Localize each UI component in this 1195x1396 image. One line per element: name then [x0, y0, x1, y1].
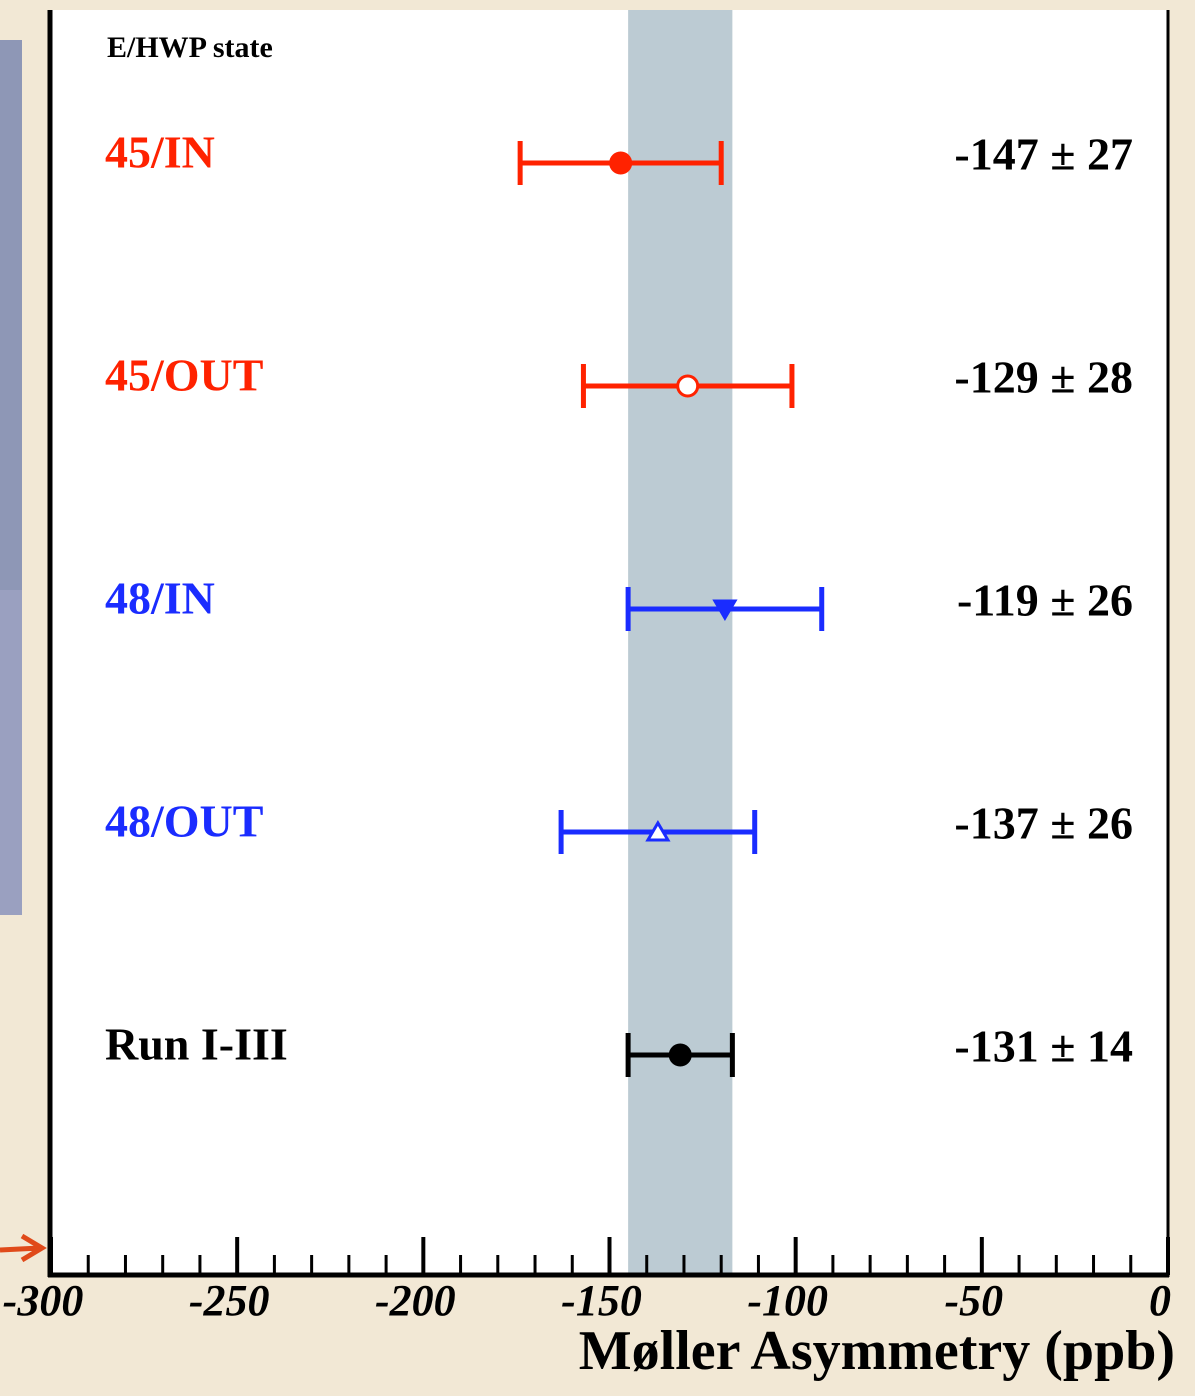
- value-label: -119 ± 26: [957, 575, 1133, 626]
- reference-band: [628, 10, 733, 1275]
- row-label: 48/IN: [105, 573, 215, 624]
- x-tick-label: -50: [945, 1276, 1004, 1325]
- value-label: -129 ± 28: [954, 352, 1133, 403]
- marker: [609, 151, 633, 175]
- x-axis-title: Møller Asymmetry (ppb): [579, 1320, 1175, 1382]
- plot-area: [50, 10, 1168, 1275]
- side-image-fragment: [0, 590, 22, 915]
- x-tick-label: -100: [747, 1276, 828, 1325]
- marker: [668, 1043, 692, 1067]
- header: E/HWP state: [107, 31, 273, 64]
- side-arrow: [0, 1233, 47, 1263]
- value-label: -131 ± 14: [954, 1021, 1133, 1072]
- row-label: 45/IN: [105, 127, 215, 178]
- x-tick-label: 0: [1149, 1276, 1171, 1325]
- x-tick-label: -200: [375, 1276, 456, 1325]
- value-label: -147 ± 27: [954, 129, 1133, 180]
- marker: [712, 599, 738, 621]
- x-tick-label: -150: [561, 1276, 642, 1325]
- row-label: 48/OUT: [105, 796, 263, 847]
- marker: [676, 374, 700, 398]
- row-label: 45/OUT: [105, 350, 263, 401]
- row-label: Run I-III: [105, 1019, 288, 1070]
- marker: [645, 820, 671, 842]
- x-tick-label: -250: [189, 1276, 270, 1325]
- x-tick-label: -300: [3, 1276, 84, 1325]
- value-label: -137 ± 26: [954, 798, 1133, 849]
